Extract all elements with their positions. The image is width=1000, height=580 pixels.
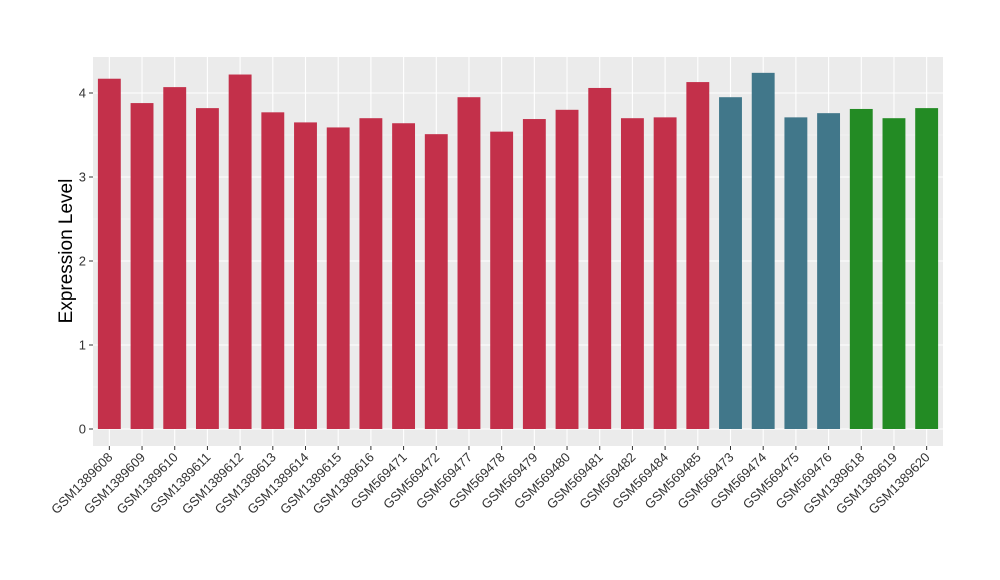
plot-panel (93, 57, 943, 446)
bar-GSM569473 (719, 97, 742, 429)
bar-GSM569481 (588, 87, 612, 430)
bar-GSM1389608 (97, 78, 121, 429)
bar-GSM569482 (620, 118, 644, 429)
bar-GSM569478 (490, 131, 514, 429)
bar-GSM569471 (392, 123, 416, 430)
bar-GSM1389614 (294, 122, 317, 430)
bar-GSM1389615 (326, 127, 350, 429)
bar-GSM569476 (817, 113, 841, 429)
y-axis: 0 1 2 3 4 (79, 86, 93, 437)
bar-GSM569484 (653, 117, 677, 430)
bar-GSM1389611 (195, 108, 219, 430)
bar-GSM1389620 (915, 108, 939, 430)
bar-GSM569477 (457, 97, 481, 429)
bar-GSM1389612 (228, 74, 252, 430)
bar-GSM569479 (522, 119, 546, 429)
bars (97, 72, 939, 430)
bar-GSM1389616 (359, 118, 383, 429)
bar-GSM1389610 (163, 87, 187, 430)
bar-GSM1389609 (130, 103, 154, 429)
bar-GSM1389618 (849, 108, 873, 430)
y-tick-label: 3 (79, 170, 86, 185)
bar-GSM569480 (555, 109, 579, 430)
bar-GSM1389613 (261, 112, 285, 429)
bar-GSM569485 (686, 82, 710, 429)
y-tick-label: 2 (79, 254, 86, 269)
y-tick-label: 1 (79, 338, 86, 353)
bar-GSM569474 (751, 72, 775, 429)
bar-GSM1389619 (882, 118, 906, 429)
bar-GSM569472 (424, 134, 448, 429)
x-axis: GSM1389608GSM1389609GSM1389610GSM1389611… (48, 446, 933, 517)
y-axis-title: Expression Level (56, 179, 77, 324)
y-tick-label: 0 (79, 422, 86, 437)
y-tick-label: 4 (79, 86, 86, 101)
bar-GSM569475 (784, 117, 808, 430)
